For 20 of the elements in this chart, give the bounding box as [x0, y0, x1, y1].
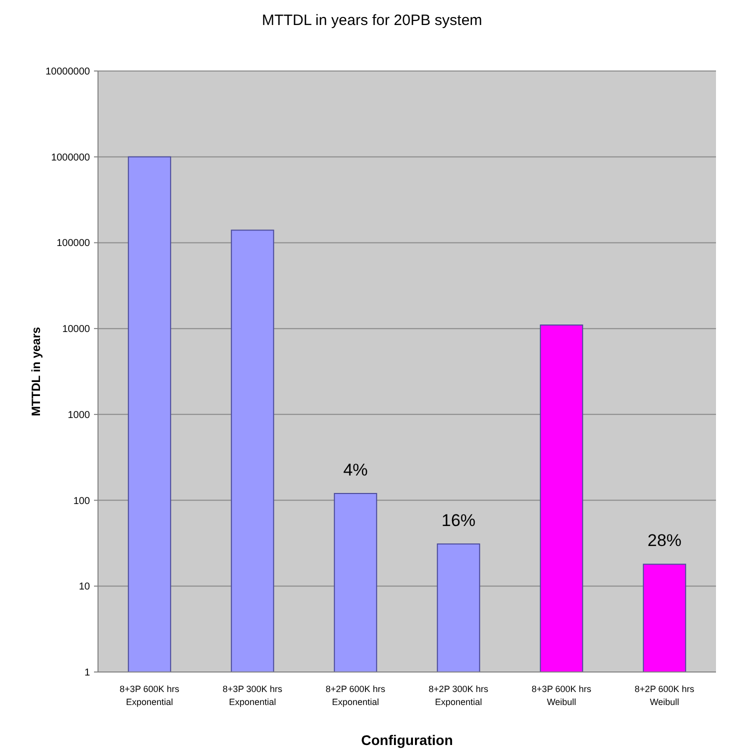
x-tick-label: 8+3P 600K hrs Exponential: [120, 684, 180, 707]
y-tick-label: 10000000: [46, 66, 90, 78]
annotation: 4%: [343, 460, 368, 480]
annotation: 16%: [441, 510, 476, 530]
x-tick-label: 8+2P 600K hrs Exponential: [326, 684, 386, 707]
y-tick-label: 1: [84, 668, 90, 678]
x-tick-label: 8+3P 300K hrs Exponential: [222, 684, 283, 707]
x-tick-label: 8+2P 300K hrs Exponential: [428, 684, 489, 707]
x-tick-label: 8+2P 600K hrs Weibull: [634, 684, 695, 707]
y-tick-label: 100: [73, 496, 90, 507]
y-tick-label: 10: [78, 582, 90, 593]
x-tick-label: 8+3P 600K hrs Weibull: [532, 684, 592, 707]
y-axis-title: MTTDL in years: [29, 326, 43, 416]
y-tick-label: 1000000: [51, 152, 90, 164]
y-tick-label: 100000: [56, 238, 90, 250]
annotation: 28%: [647, 531, 682, 550]
x-axis-title: Configuration: [361, 732, 453, 748]
y-tick-label: 1000: [68, 410, 90, 421]
y-tick-label: 10000: [62, 324, 90, 336]
chart-title: MTTDL in years for 20PB system: [262, 12, 482, 29]
